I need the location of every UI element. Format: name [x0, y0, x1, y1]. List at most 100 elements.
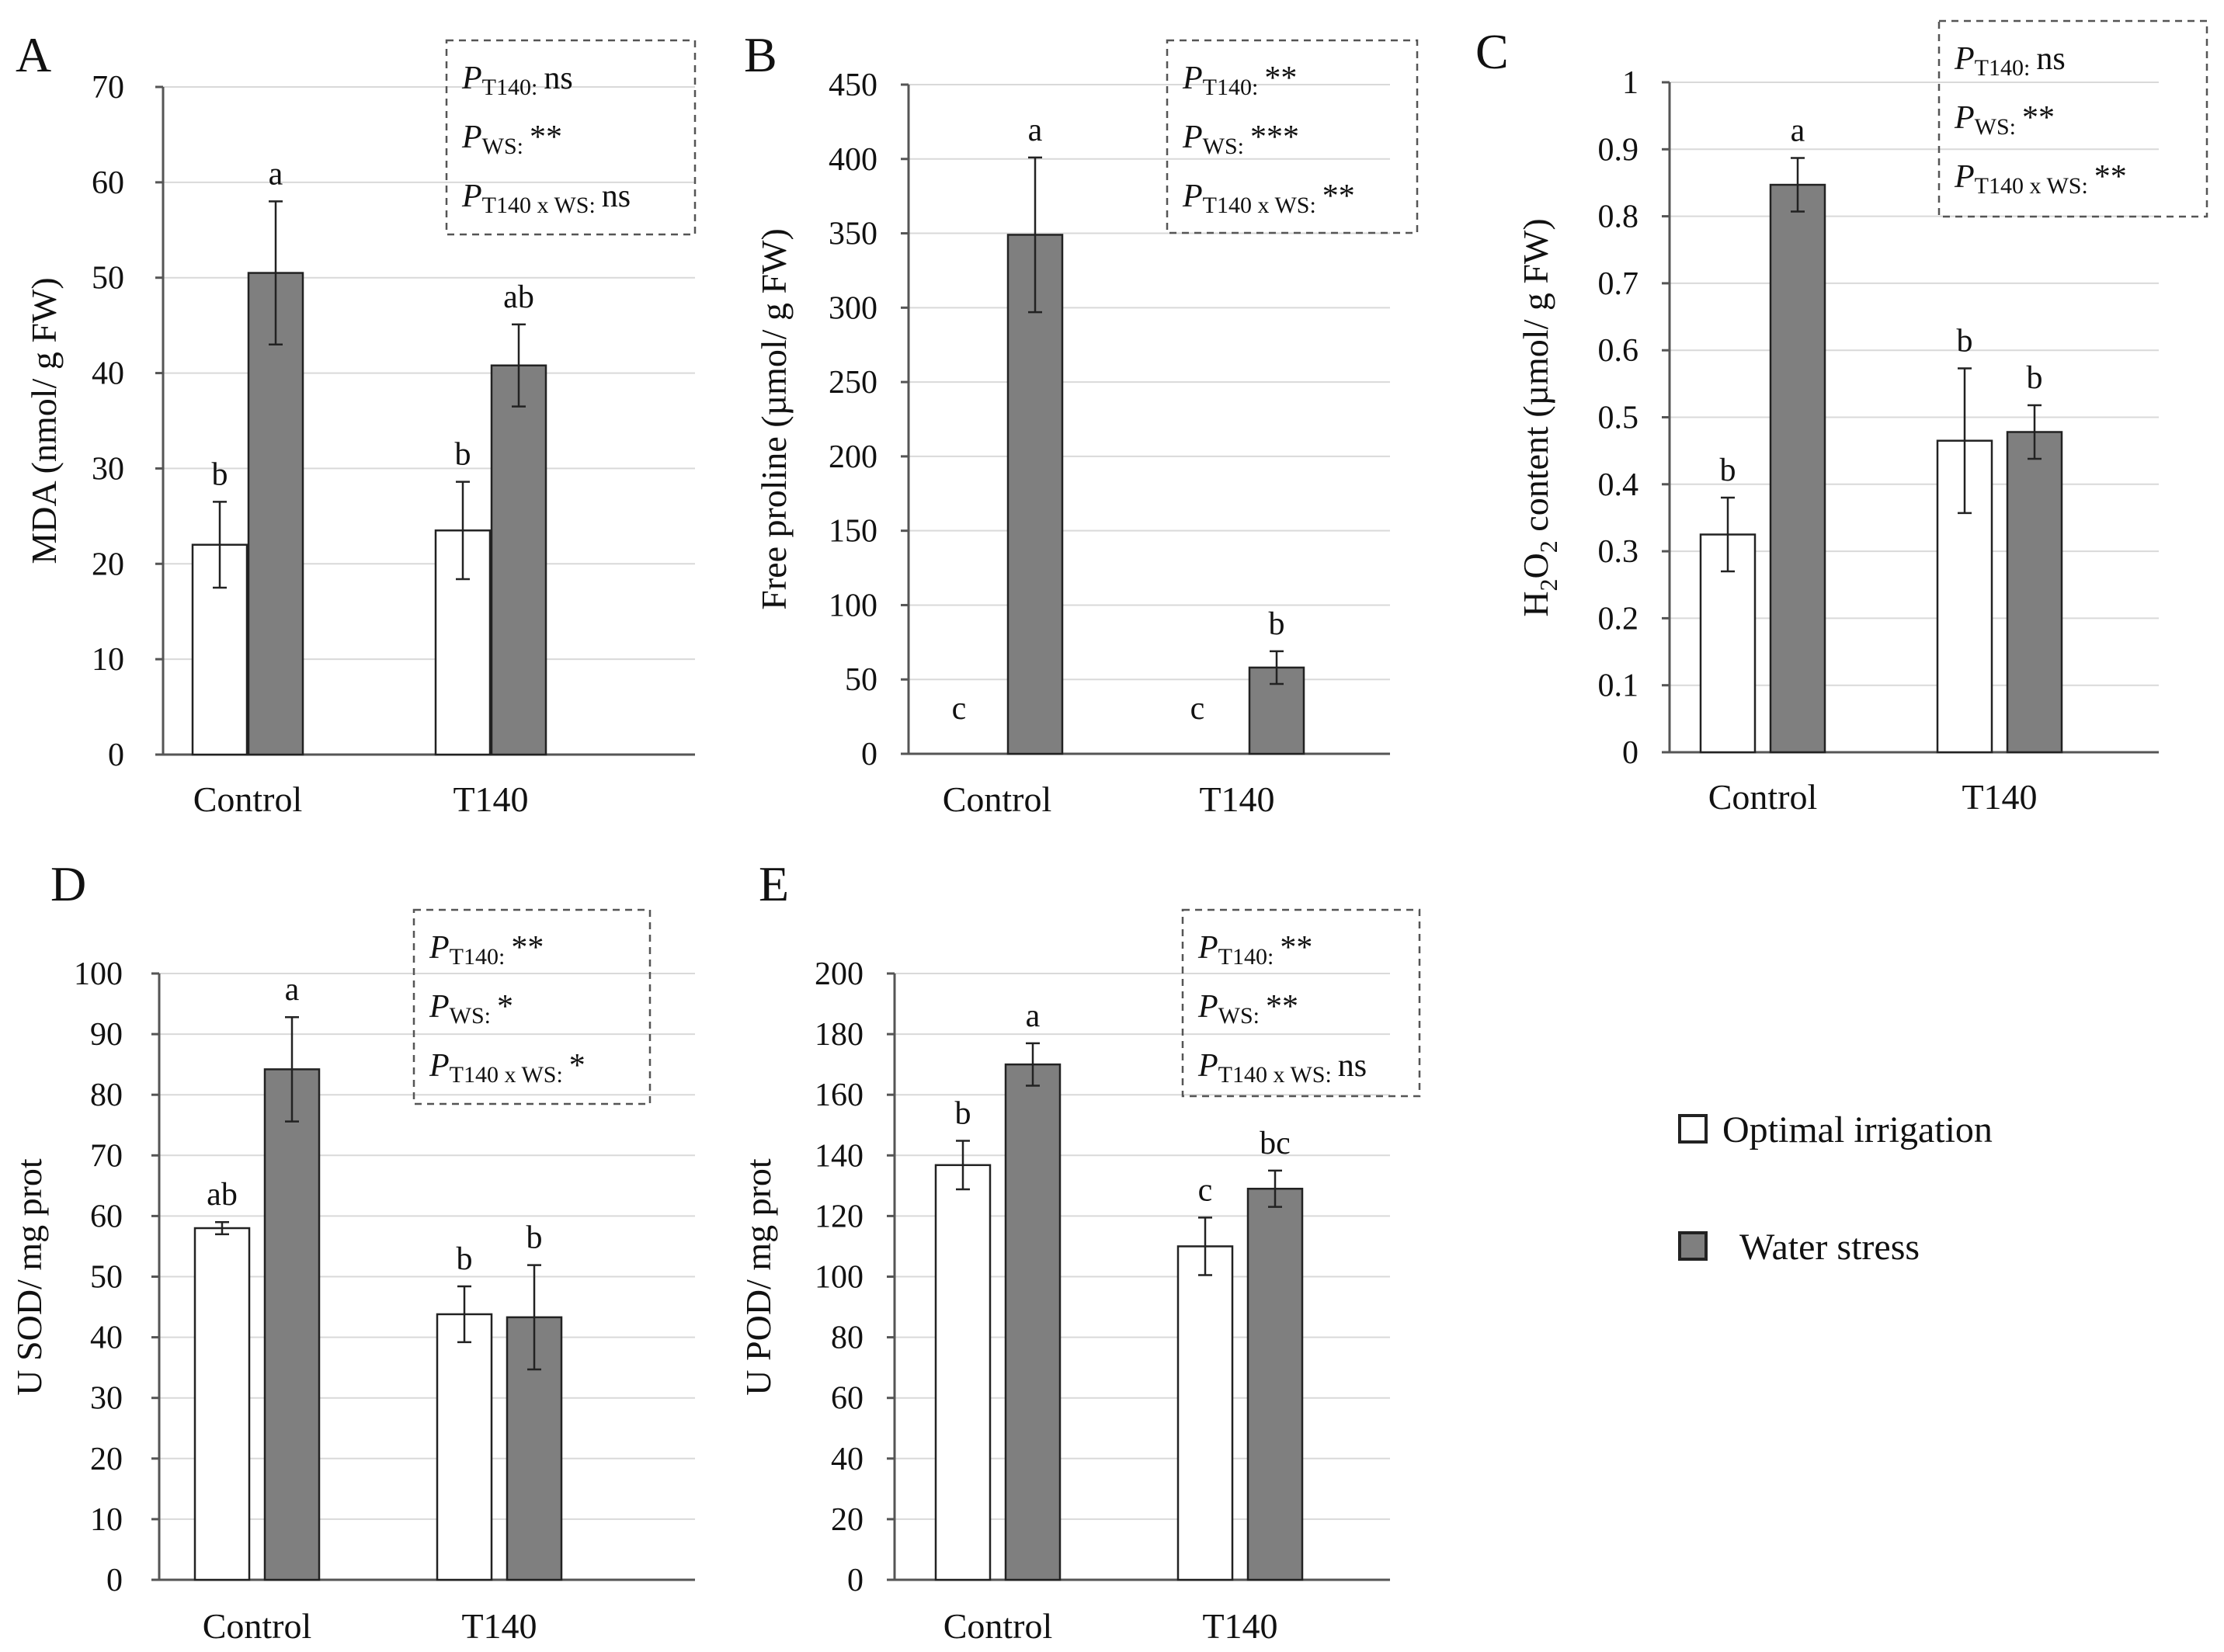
y-tick-label: 0.3 [1598, 534, 1639, 570]
significance-letter: bc [1260, 1126, 1291, 1161]
category-label: T140 [1962, 777, 2037, 817]
bar-control-water-stress [263, 1068, 321, 1581]
y-tick-label: 100 [829, 588, 877, 623]
stats-line: PT140 x WS: ns [461, 179, 631, 218]
stats-line: PT140: ns [461, 61, 573, 100]
stats-box [1937, 19, 2208, 218]
stats-line: PWS: ** [1197, 989, 1298, 1029]
chart-panel-a: A 0 10 20 30 40 50 60 70 MDA (nmol/ g FW) b a Contro… [16, 27, 697, 819]
y-tick-label: 160 [815, 1078, 864, 1113]
stats-line: PT140: ns [1954, 41, 2066, 81]
y-tick-label: 0.2 [1598, 601, 1639, 637]
significance-letter: c [1190, 691, 1205, 727]
y-tick-label: 40 [831, 1442, 864, 1477]
significance-letter: b [526, 1220, 543, 1256]
panel-label: D [50, 856, 86, 911]
significance-letter: b [1269, 606, 1285, 642]
bar-t140-water-stress [490, 364, 547, 756]
y-tick-label: 0.5 [1598, 401, 1639, 436]
bar-t140-water-stress [1246, 1188, 1304, 1581]
stats-line: PT140: ** [1182, 61, 1297, 100]
y-tick-label: 200 [829, 439, 877, 475]
stats-box [445, 39, 697, 236]
significance-letter: a [1791, 113, 1805, 149]
y-tick-label: 80 [831, 1321, 864, 1356]
y-tick-label: 400 [829, 142, 877, 178]
y-tick-label: 20 [90, 1442, 123, 1477]
panel-label: C [1475, 24, 1509, 79]
y-tick-label: 30 [92, 451, 124, 487]
y-tick-label: 0.1 [1598, 668, 1639, 704]
y-tick-label: 60 [831, 1381, 864, 1417]
significance-letter: b [2027, 360, 2043, 396]
y-axis-label: Free proline (µmol/ g FW) [754, 228, 794, 610]
stats-line: PT140 x WS: ns [1197, 1048, 1367, 1088]
y-axis-label: H2O2 content (µmol/ g FW) [1516, 218, 1562, 616]
category-label: T140 [453, 779, 528, 819]
y-tick-label: 0 [106, 1563, 123, 1598]
y-tick-label: 0.6 [1598, 333, 1639, 369]
legend-label-water-stress: Water stress [1739, 1227, 1920, 1268]
y-tick-label: 90 [90, 1017, 123, 1053]
significance-letter: a [1028, 113, 1043, 148]
y-tick-label: 150 [829, 514, 877, 550]
y-tick-label: 60 [92, 165, 124, 201]
stats-line: PT140 x WS: ** [1182, 179, 1355, 218]
y-tick-label: 40 [90, 1321, 123, 1356]
stats-line: PT140: ** [429, 930, 544, 970]
bar-control-water-stress [1769, 183, 1826, 754]
bar-t140-optimal-irrigation [436, 1313, 493, 1581]
chart-panel-e: E 0 20 40 60 80 100 120 140 160 180 200 U POD/ mg pr… [738, 856, 1421, 1646]
significance-letter: b [212, 456, 228, 492]
y-tick-label: 100 [815, 1260, 864, 1296]
y-tick-label: 140 [815, 1138, 864, 1174]
legend-label-optimal-irrigation: Optimal irrigation [1722, 1109, 1993, 1150]
bar-t140-optimal-irrigation [1176, 1245, 1234, 1581]
y-tick-label: 0.9 [1598, 132, 1639, 168]
y-tick-label: 1 [1622, 65, 1638, 101]
significance-letter: a [285, 972, 300, 1008]
bar-t140-water-stress [1248, 666, 1305, 755]
significance-letter: c [1198, 1172, 1213, 1208]
significance-letter: b [457, 1241, 473, 1277]
significance-letter: ab [503, 279, 534, 315]
stats-line: PT140 x WS: * [429, 1048, 586, 1088]
category-label: T140 [461, 1606, 537, 1646]
y-tick-label: 350 [829, 217, 877, 252]
stats-box [1181, 908, 1421, 1098]
legend-swatch-water-stress [1678, 1231, 1708, 1261]
y-tick-label: 50 [90, 1260, 123, 1296]
significance-letter: a [1026, 998, 1041, 1034]
y-tick-label: 120 [815, 1199, 864, 1234]
chart-panel-b: B 0 50 100 150 200 250 300 350 400 450 Free proline… [744, 27, 1419, 819]
y-tick-label: 0 [847, 1563, 864, 1598]
y-axis-label: U POD/ mg prot [738, 1158, 778, 1396]
y-tick-label: 80 [90, 1078, 123, 1113]
y-tick-label: 10 [90, 1502, 123, 1538]
significance-letter: a [269, 156, 283, 192]
significance-letter: b [1957, 324, 1973, 359]
significance-letter: b [955, 1096, 971, 1132]
y-tick-label: 30 [90, 1381, 123, 1417]
stats-line: PT140 x WS: ** [1954, 159, 2127, 199]
y-tick-label: 60 [90, 1199, 123, 1234]
chart-panel-c: C 0 0.1 0.2 0.3 0.4 0.5 0.6 0.7 0.8 0.9 1 H2O2 conte… [1475, 19, 2208, 817]
stats-line: PWS: * [429, 989, 513, 1029]
legend: Optimal irrigation Water stress [1678, 1109, 1993, 1268]
y-tick-label: 250 [829, 365, 877, 401]
y-tick-label: 70 [90, 1138, 123, 1174]
y-axis-label: MDA (nmol/ g FW) [24, 277, 64, 564]
category-label: Control [943, 779, 1052, 819]
stats-box [412, 908, 652, 1105]
y-tick-label: 40 [92, 356, 124, 392]
y-tick-label: 450 [829, 68, 877, 103]
category-label: Control [943, 1606, 1053, 1646]
y-tick-label: 20 [92, 547, 124, 582]
stats-line: PWS: *** [1182, 120, 1299, 159]
bar-control-optimal-irrigation [934, 1164, 992, 1581]
legend-swatch-optimal-irrigation [1678, 1114, 1708, 1144]
y-axis-label: U SOD/ mg prot [9, 1158, 49, 1396]
y-tick-label: 0.7 [1598, 266, 1639, 302]
